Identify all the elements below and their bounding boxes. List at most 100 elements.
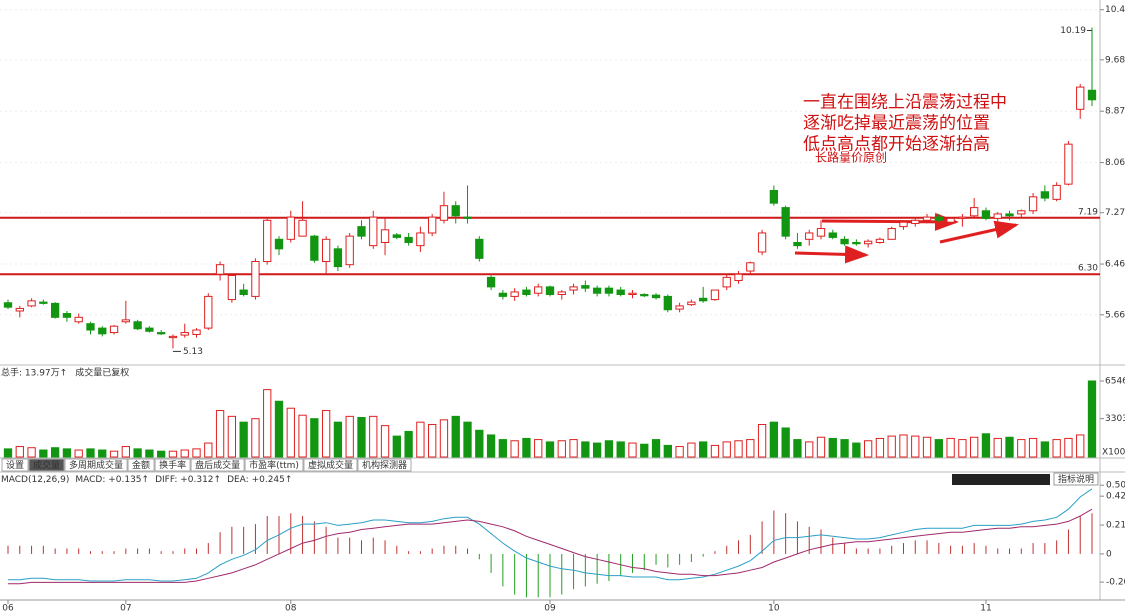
candle-body — [852, 241, 861, 245]
volume-bar — [404, 430, 413, 458]
tab[interactable] — [127, 458, 155, 472]
volume-bar — [98, 449, 107, 458]
tab[interactable] — [28, 458, 65, 472]
tab-label[interactable]: 机构探测器 — [362, 459, 407, 471]
tab[interactable] — [190, 458, 245, 472]
tab-label[interactable]: 盘后成交量 — [195, 459, 240, 471]
help-text[interactable]: 指标说明 — [1058, 473, 1094, 485]
volume-bar — [699, 441, 708, 458]
volume-bar — [757, 423, 767, 458]
tab-label[interactable]: 多周期成交量 — [69, 459, 123, 471]
tab-label[interactable]: 换手率 — [159, 459, 186, 471]
volume-bar — [604, 440, 614, 458]
volume-bar — [133, 448, 142, 458]
level-label: 6.30 — [1078, 264, 1098, 274]
candle-body — [970, 207, 979, 217]
candle-body — [781, 207, 790, 237]
volume-bar — [911, 435, 920, 458]
volume-bar — [357, 417, 366, 458]
candle-body — [934, 216, 943, 221]
volume-bar — [333, 421, 343, 458]
candle-body — [1028, 196, 1038, 212]
candle-body — [734, 273, 743, 282]
volume-bar — [286, 407, 295, 458]
candle-body — [451, 205, 460, 217]
candle-body — [498, 292, 508, 297]
volume-bar — [274, 400, 284, 458]
candle-body — [204, 295, 213, 329]
unit-label: X100 — [1102, 448, 1125, 458]
volume-bar — [157, 450, 166, 458]
tab[interactable] — [244, 458, 304, 472]
arrow — [821, 212, 959, 231]
tab[interactable] — [1, 458, 29, 472]
tab[interactable] — [154, 458, 191, 472]
y-tick-label: 0 — [1106, 549, 1112, 559]
candle-body — [310, 235, 319, 261]
volume-bar — [145, 449, 154, 458]
tab[interactable] — [64, 458, 128, 472]
volume-bar — [887, 435, 896, 458]
candle-body — [227, 274, 237, 301]
help-button[interactable] — [1053, 472, 1099, 486]
tab-label[interactable]: 市盈率(ttm) — [249, 459, 299, 471]
x-tick-label: 11 — [980, 604, 991, 614]
volume-bar — [545, 441, 555, 458]
max-label: 10.19 — [1060, 26, 1086, 36]
candle-body — [557, 291, 566, 295]
candle-body — [121, 319, 130, 323]
candle-body — [981, 210, 991, 219]
tab[interactable] — [357, 458, 412, 472]
candle-body — [592, 287, 602, 294]
arrow — [939, 220, 1019, 244]
candle-body — [392, 234, 401, 238]
candle-body — [62, 313, 72, 318]
candle-body — [416, 232, 425, 247]
volume-bar — [746, 439, 755, 458]
panel-header: DEA: +0.245↑ — [227, 475, 292, 485]
annotation: 一直在围绕上沿震荡过程中 — [803, 93, 1007, 113]
volume-bar — [109, 450, 119, 458]
tab[interactable] — [303, 458, 358, 472]
tab-label[interactable]: 成交量 — [33, 459, 60, 471]
candle-body — [192, 329, 201, 335]
candle-body — [534, 286, 543, 294]
y-tick-label: 6.46 — [1105, 260, 1125, 270]
candle-body — [522, 289, 531, 295]
candle-body — [651, 294, 661, 299]
volume-bar — [640, 443, 649, 458]
macd-line — [8, 488, 1093, 582]
volume-bar — [251, 418, 260, 458]
volume-bar — [1064, 437, 1073, 458]
candle-body — [581, 285, 590, 289]
tab-label[interactable]: 金额 — [132, 459, 150, 471]
candle-body — [816, 228, 826, 237]
y-tick-label: 7.27 — [1105, 208, 1125, 218]
volume-bar — [39, 449, 48, 458]
y-tick-label: 10.47 — [1105, 5, 1125, 15]
volume-bar — [828, 437, 837, 458]
candle-body — [616, 289, 625, 295]
volume-bar — [781, 427, 790, 458]
tab-label[interactable]: 设置 — [6, 460, 24, 471]
volume-bar — [298, 414, 307, 458]
candle-body — [699, 297, 708, 302]
volume-bar — [557, 440, 566, 458]
candle-body — [1040, 191, 1050, 199]
candle-body — [510, 291, 519, 297]
candle-body — [899, 221, 908, 228]
volume-bar — [993, 437, 1002, 458]
volume-bar — [805, 441, 814, 458]
volume-bar — [86, 448, 95, 458]
volume-bar — [1076, 434, 1085, 458]
candle-body — [1017, 210, 1026, 215]
candle-body — [380, 229, 390, 243]
candle-body — [357, 226, 366, 237]
volume-bar — [852, 442, 861, 458]
candle-body — [39, 301, 48, 304]
volume-bar — [27, 447, 36, 458]
volume-bar — [392, 435, 401, 458]
volume-bar — [1005, 436, 1014, 458]
candle-body — [958, 216, 967, 219]
tab-label[interactable]: 虚拟成交量 — [308, 459, 353, 471]
